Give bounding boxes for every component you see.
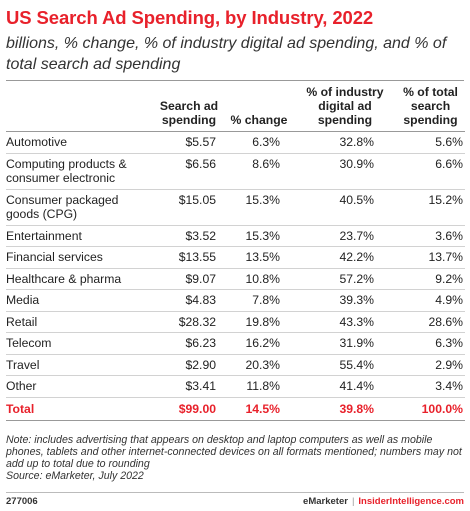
column-header-search-ad-spending: Search ad spending [154, 82, 224, 132]
cell-pct-industry-digital: 30.9% [294, 153, 396, 190]
table-row: Automotive $5.57 6.3% 32.8% 5.6% [6, 131, 465, 154]
table-body: Automotive $5.57 6.3% 32.8% 5.6% Computing pr… [6, 131, 465, 421]
cell-pct-industry-digital: 55.4% [294, 354, 396, 376]
table-row: Consumer packaged goods (CPG) $15.05 15.3%… [6, 189, 465, 226]
cell-pct-change: 15.3% [224, 225, 294, 247]
top-divider [6, 80, 464, 81]
cell-search-ad-spending: $2.90 [154, 354, 224, 376]
cell-pct-industry-digital: 43.3% [294, 311, 396, 333]
cell-category: Automotive [6, 131, 154, 154]
cell-search-ad-spending: $6.56 [154, 153, 224, 190]
footnote: Note: includes advertising that appears … [6, 434, 468, 482]
table-row: Retail $28.32 19.8% 43.3% 28.6% [6, 311, 465, 333]
total-row: Total $99.00 14.5% 39.8% 100.0% [6, 397, 465, 421]
cell-pct-change: 10.8% [224, 268, 294, 290]
cell-category: Other [6, 375, 154, 398]
table-row: Entertainment $3.52 15.3% 23.7% 3.6% [6, 225, 465, 247]
data-table: Search ad spending % change % of industr… [6, 82, 465, 421]
cell-pct-total-search: 4.9% [396, 289, 465, 312]
cell-search-ad-spending: $4.83 [154, 289, 224, 312]
table-row: Financial services $13.55 13.5% 42.2% 13.7% [6, 246, 465, 269]
header-row: Search ad spending % change % of industr… [6, 82, 465, 132]
cell-search-ad-spending: $3.41 [154, 375, 224, 398]
cell-pct-change: 7.8% [224, 289, 294, 312]
cell-search-ad-spending: $6.23 [154, 332, 224, 355]
column-header-category [6, 82, 154, 132]
cell-pct-industry-digital: 41.4% [294, 375, 396, 398]
brand-credits: eMarketer | InsiderIntelligence.com [303, 496, 464, 507]
cell-pct-total-search: 2.9% [396, 354, 465, 376]
cell-category: Consumer packaged goods (CPG) [6, 189, 154, 226]
cell-search-ad-spending: $28.32 [154, 311, 224, 333]
table-row: Other $3.41 11.8% 41.4% 3.4% [6, 375, 465, 398]
cell-pct-change: 14.5% [224, 397, 294, 421]
column-header-pct-industry-digital: % of industry digital ad spending [294, 82, 396, 132]
cell-pct-total-search: 28.6% [396, 311, 465, 333]
cell-pct-change: 13.5% [224, 246, 294, 269]
cell-pct-total-search: 15.2% [396, 189, 465, 226]
cell-pct-industry-digital: 57.2% [294, 268, 396, 290]
cell-pct-total-search: 9.2% [396, 268, 465, 290]
chart-subtitle: billions, % change, % of industry digita… [6, 35, 447, 73]
cell-pct-industry-digital: 23.7% [294, 225, 396, 247]
cell-pct-industry-digital: 42.2% [294, 246, 396, 269]
brand-emarketer: eMarketer [303, 496, 348, 507]
chart-title: US Search Ad Spending, by Industry, 2022 [6, 7, 374, 28]
cell-pct-industry-digital: 39.3% [294, 289, 396, 312]
cell-search-ad-spending: $9.07 [154, 268, 224, 290]
cell-pct-total-search: 6.6% [396, 153, 465, 190]
table-row: Computing products & consumer electronic… [6, 153, 465, 190]
cell-pct-change: 8.6% [224, 153, 294, 190]
column-header-pct-total-search: % of total search spending [396, 82, 465, 132]
cell-category: Entertainment [6, 225, 154, 247]
column-header-pct-change: % change [224, 82, 294, 132]
cell-category: Media [6, 289, 154, 312]
cell-category: Telecom [6, 332, 154, 355]
cell-pct-industry-digital: 31.9% [294, 332, 396, 355]
table-row: Travel $2.90 20.3% 55.4% 2.9% [6, 354, 465, 376]
cell-search-ad-spending: $5.57 [154, 131, 224, 154]
cell-pct-change: 19.8% [224, 311, 294, 333]
cell-pct-industry-digital: 40.5% [294, 189, 396, 226]
cell-category: Retail [6, 311, 154, 333]
cell-pct-change: 6.3% [224, 131, 294, 154]
chart-id: 277006 [6, 496, 38, 507]
cell-pct-total-search: 5.6% [396, 131, 465, 154]
cell-category: Financial services [6, 246, 154, 269]
source-text: Source: eMarketer, July 2022 [6, 470, 144, 482]
cell-pct-change: 15.3% [224, 189, 294, 226]
cell-category: Healthcare & pharma [6, 268, 154, 290]
cell-pct-total-search: 3.6% [396, 225, 465, 247]
cell-category: Computing products & consumer electronic [6, 153, 154, 190]
cell-pct-total-search: 3.4% [396, 375, 465, 398]
cell-category: Total [6, 397, 154, 421]
cell-search-ad-spending: $3.52 [154, 225, 224, 247]
table-row: Telecom $6.23 16.2% 31.9% 6.3% [6, 332, 465, 355]
footer-divider [6, 492, 464, 493]
cell-pct-total-search: 100.0% [396, 397, 465, 421]
cell-pct-industry-digital: 32.8% [294, 131, 396, 154]
cell-category: Travel [6, 354, 154, 376]
cell-pct-change: 20.3% [224, 354, 294, 376]
cell-pct-total-search: 6.3% [396, 332, 465, 355]
cell-pct-industry-digital: 39.8% [294, 397, 396, 421]
cell-search-ad-spending: $15.05 [154, 189, 224, 226]
cell-pct-total-search: 13.7% [396, 246, 465, 269]
cell-pct-change: 11.8% [224, 375, 294, 398]
brand-insider-intelligence-link[interactable]: InsiderIntelligence.com [358, 496, 464, 507]
table-row: Media $4.83 7.8% 39.3% 4.9% [6, 289, 465, 312]
cell-search-ad-spending: $99.00 [154, 397, 224, 421]
cell-search-ad-spending: $13.55 [154, 246, 224, 269]
cell-pct-change: 16.2% [224, 332, 294, 355]
table-row: Healthcare & pharma $9.07 10.8% 57.2% 9.2% [6, 268, 465, 290]
note-text: Note: includes advertising that appears … [6, 434, 462, 470]
brand-separator: | [351, 496, 355, 507]
